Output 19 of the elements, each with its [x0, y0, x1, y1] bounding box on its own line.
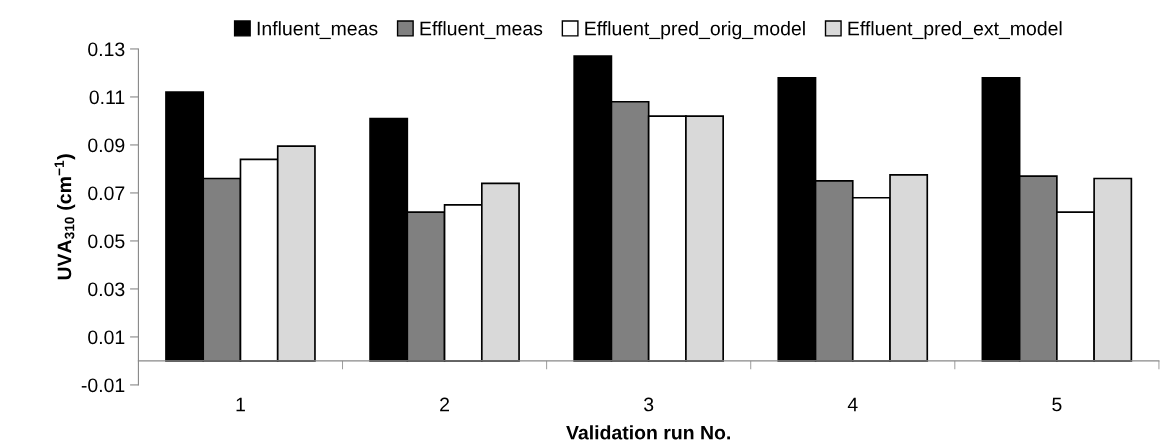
y-tick-label: 0.13 [88, 42, 125, 57]
y-tick-label: 0.01 [88, 330, 125, 345]
y-tick-label: 0.07 [88, 186, 125, 201]
legend-label: Effluent_meas [420, 21, 543, 40]
legend-label: Influent_meas [257, 21, 378, 40]
y-tick-label: 0.05 [88, 234, 125, 249]
y-tick-label: 0.11 [89, 90, 125, 105]
x-tick-label: 1 [236, 397, 245, 412]
x-tick-label: 4 [847, 397, 858, 412]
y-axis-title: UVA$_{310}$ (cm$^{−1}$) [54, 154, 76, 280]
y-tick-label: 0.09 [88, 138, 125, 153]
x-tick-label: 5 [1052, 397, 1062, 412]
y-tick-label: -0.01 [81, 378, 125, 393]
legend-label: Effluent_pred_ext_model [848, 21, 1062, 40]
x-tick-label: 3 [644, 397, 654, 412]
y-tick-label: 0.03 [88, 282, 125, 297]
legend-label: Effluent_pred_orig_model [585, 21, 805, 40]
x-tick-label: 2 [440, 397, 449, 412]
x-axis-title: Validation run No. [566, 425, 730, 440]
